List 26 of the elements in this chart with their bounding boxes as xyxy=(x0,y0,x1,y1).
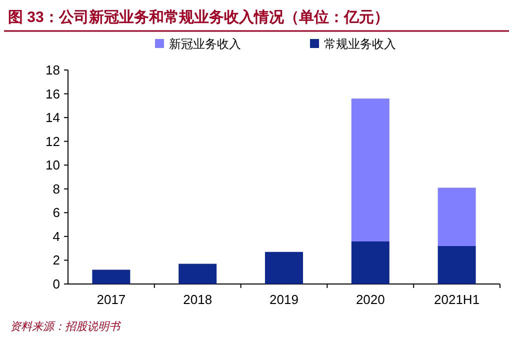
bar xyxy=(178,264,217,284)
y-tick-label: 16 xyxy=(46,86,60,102)
y-tick-label: 10 xyxy=(46,158,60,173)
bar xyxy=(438,246,476,284)
chart-title: 图 33：公司新冠业务和常规业务收入情况（单位：亿元） xyxy=(8,8,389,26)
legend-label: 常规业务收入 xyxy=(324,37,396,51)
x-tick-label: 2020 xyxy=(356,292,385,307)
bar xyxy=(351,241,390,284)
bar xyxy=(265,252,303,284)
x-tick-label: 2019 xyxy=(270,292,298,307)
y-tick-label: 14 xyxy=(46,110,60,126)
y-tick-label: 12 xyxy=(46,134,60,149)
legend-label: 新冠业务收入 xyxy=(169,37,241,51)
x-tick-label: 2017 xyxy=(96,292,126,307)
x-tick-label: 2021H1 xyxy=(434,292,480,307)
bar xyxy=(351,98,390,242)
y-tick-label: 2 xyxy=(52,252,60,268)
y-tick-label: 4 xyxy=(52,228,60,244)
y-tick-label: 18 xyxy=(46,62,60,78)
bar xyxy=(438,188,476,246)
y-tick-label: 6 xyxy=(52,205,60,220)
text: 资料来源：招股说明书 xyxy=(10,320,122,333)
y-tick-label: 0 xyxy=(52,276,60,292)
x-tick-label: 2018 xyxy=(183,292,212,307)
y-tick-label: 8 xyxy=(52,181,60,196)
bar xyxy=(92,270,130,284)
